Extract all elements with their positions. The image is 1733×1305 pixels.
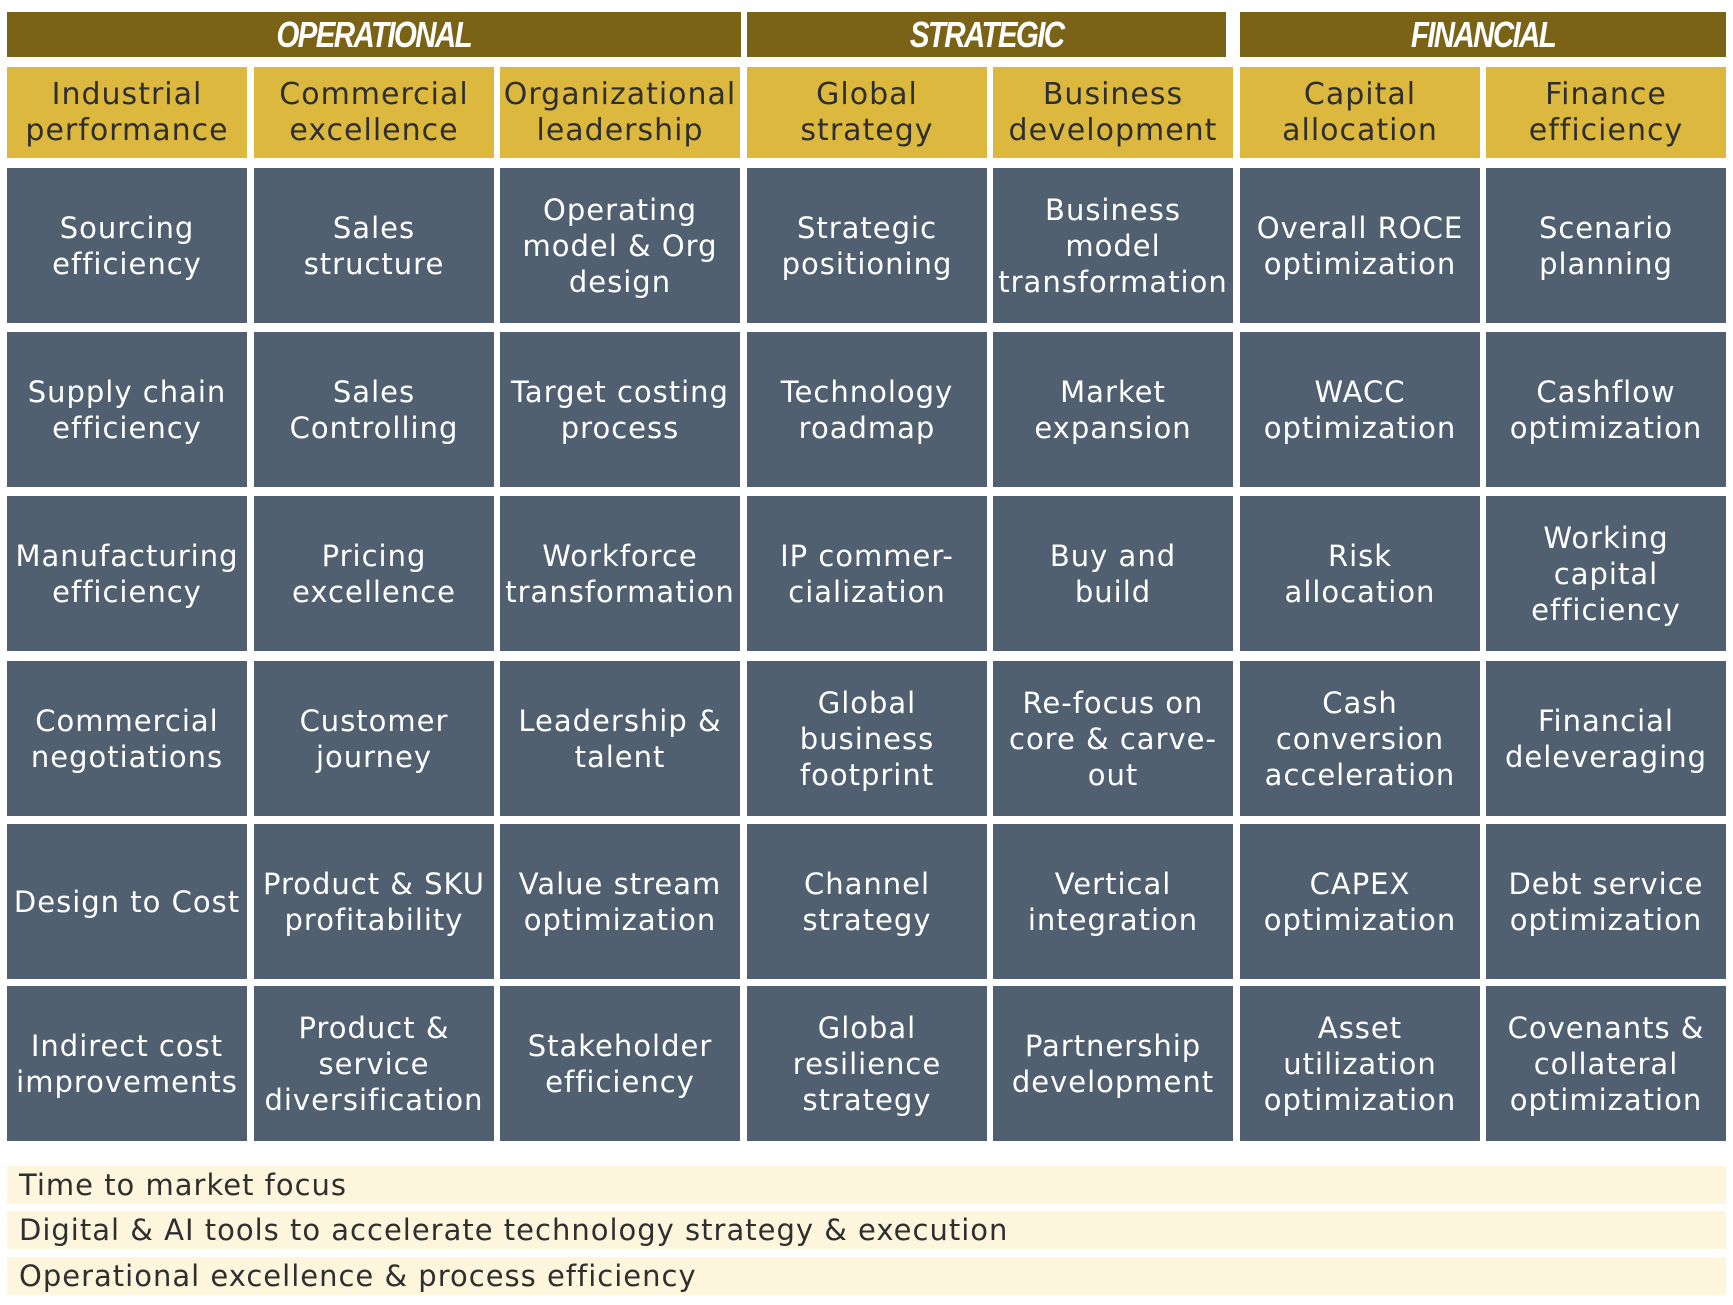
cell-product-and-service-diversification: Product & service diversification: [254, 986, 494, 1141]
cell-risk-allocation: Risk allocation: [1240, 496, 1480, 651]
subheader-industrial-performance: Industrial performance: [7, 67, 247, 158]
category-header-label: FINANCIAL: [1410, 13, 1557, 55]
cell-strategic-positioning: Strategic positioning: [747, 168, 987, 323]
subheader-global-strategy: Global strategy: [747, 67, 987, 158]
cell-target-costing-process: Target costing process: [500, 332, 740, 487]
cell-asset-utilization-optimization: Asset utilization optimization: [1240, 986, 1480, 1141]
cell-buy-and-build: Buy and build: [993, 496, 1233, 651]
category-header-operational: OPERATIONAL: [7, 12, 741, 57]
cell-debt-service-optimization: Debt service optimization: [1486, 824, 1726, 979]
cell-channel-strategy: Channel strategy: [747, 824, 987, 979]
category-header-label: STRATEGIC: [909, 13, 1065, 55]
band-time-to-market-focus: Time to market focus: [7, 1166, 1726, 1204]
cell-manufacturing-efficiency: Manufacturing efficiency: [7, 496, 247, 651]
subheader-commercial-excellence: Commercial excellence: [254, 67, 494, 158]
cell-financial-deleveraging: Financial deleveraging: [1486, 661, 1726, 816]
subheader-business-development: Business development: [993, 67, 1233, 158]
band-operational-excellence-and-process-efficiency: Operational excellence & process efficie…: [7, 1257, 1726, 1295]
cell-indirect-cost-improvements: Indirect cost improvements: [7, 986, 247, 1141]
cell-technology-roadmap: Technology roadmap: [747, 332, 987, 487]
cell-cashflow-optimization: Cashflow optimization: [1486, 332, 1726, 487]
band-digital-and-ai-tools-to-accelerate-technology-strategy-and-execution: Digital & AI tools to accelerate technol…: [7, 1211, 1726, 1249]
cell-wacc-optimization: WACC optimization: [1240, 332, 1480, 487]
cell-supply-chain-efficiency: Supply chain efficiency: [7, 332, 247, 487]
cell-overall-roce-optimization: Overall ROCE optimization: [1240, 168, 1480, 323]
cell-global-resilience-strategy: Global resilience strategy: [747, 986, 987, 1141]
cell-partnership-development: Partnership development: [993, 986, 1233, 1141]
subheader-capital-allocation: Capital allocation: [1240, 67, 1480, 158]
cell-commercial-negotiations: Commercial negotiations: [7, 661, 247, 816]
subheader-finance-efficiency: Finance efficiency: [1486, 67, 1726, 158]
cell-re-focus-on-core-and-carve-out: Re-focus on core & carve-out: [993, 661, 1233, 816]
category-header-financial: FINANCIAL: [1240, 12, 1726, 57]
category-header-strategic: STRATEGIC: [747, 12, 1226, 57]
cell-scenario-planning: Scenario planning: [1486, 168, 1726, 323]
cell-cash-conversion-acceleration: Cash conversion acceleration: [1240, 661, 1480, 816]
cell-stakeholder-efficiency: Stakeholder efficiency: [500, 986, 740, 1141]
cell-working-capital-efficiency: Working capital efficiency: [1486, 496, 1726, 651]
cell-business-model-transformation: Business model transformation: [993, 168, 1233, 323]
cell-vertical-integration: Vertical integration: [993, 824, 1233, 979]
cell-operating-model-and-org-design: Operating model & Org design: [500, 168, 740, 323]
cell-product-and-sku-profitability: Product & SKU profitability: [254, 824, 494, 979]
cell-sourcing-efficiency: Sourcing efficiency: [7, 168, 247, 323]
cell-leadership-and-talent: Leadership & talent: [500, 661, 740, 816]
cell-customer-journey: Customer journey: [254, 661, 494, 816]
subheader-organizational-leadership: Organizational leadership: [500, 67, 740, 158]
cell-value-stream-optimization: Value stream optimization: [500, 824, 740, 979]
cell-capex-optimization: CAPEX optimization: [1240, 824, 1480, 979]
category-header-label: OPERATIONAL: [276, 13, 473, 55]
cell-sales-controlling: Sales Controlling: [254, 332, 494, 487]
cell-design-to-cost: Design to Cost: [7, 824, 247, 979]
cell-ip-commer-cialization: IP commer-cialization: [747, 496, 987, 651]
cell-covenants-and-collateral-optimization: Covenants & collateral optimization: [1486, 986, 1726, 1141]
cell-market-expansion: Market expansion: [993, 332, 1233, 487]
cell-pricing-excellence: Pricing excellence: [254, 496, 494, 651]
cell-sales-structure: Sales structure: [254, 168, 494, 323]
cell-workforce-transformation: Workforce transformation: [500, 496, 740, 651]
cell-global-business-footprint: Global business footprint: [747, 661, 987, 816]
